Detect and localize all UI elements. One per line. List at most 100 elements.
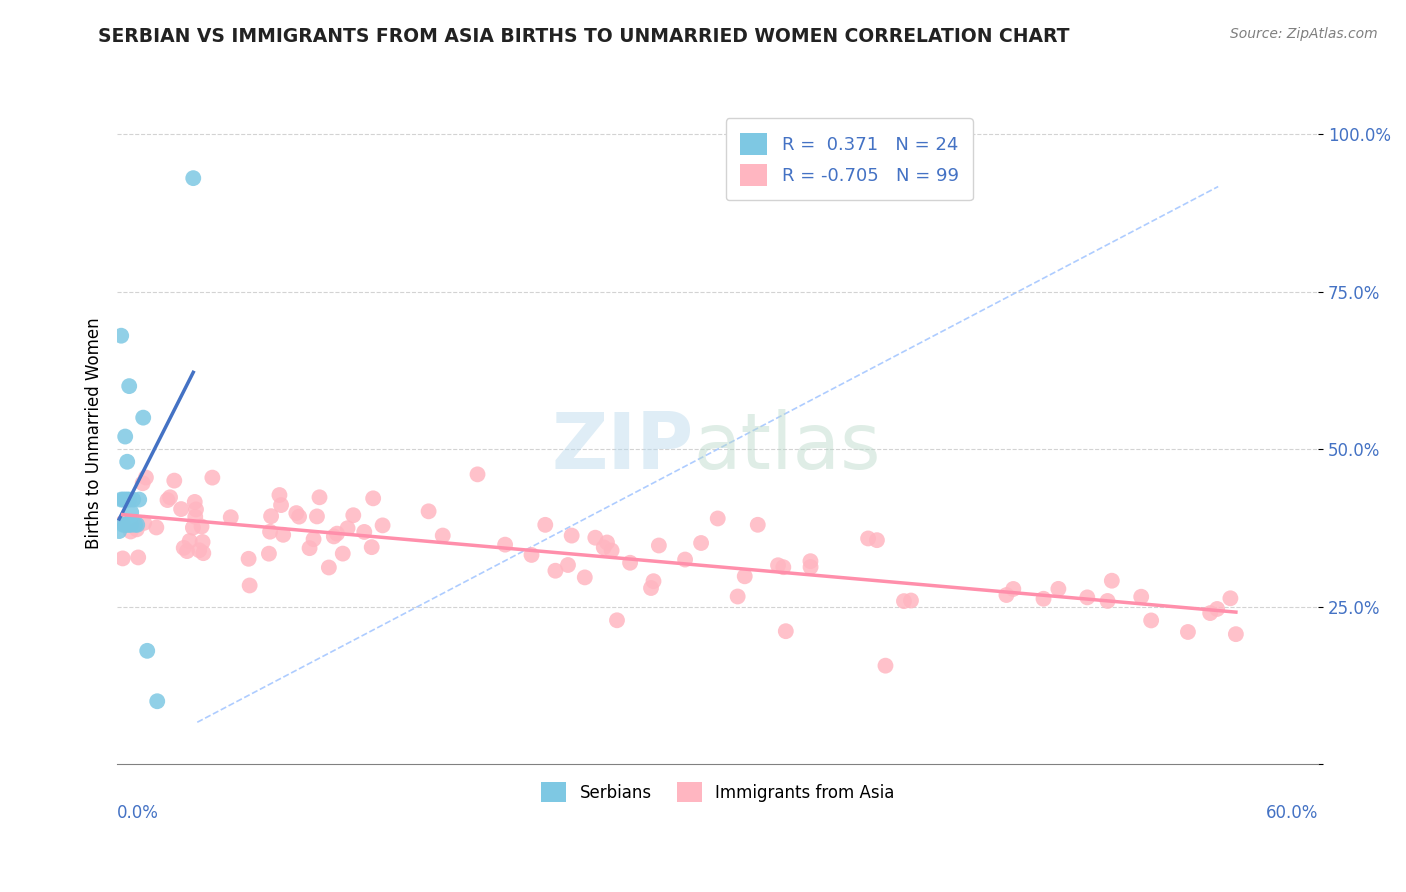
Point [640, 581, 662, 595]
Text: 60.0%: 60.0% [1265, 804, 1319, 822]
Point [596, 535, 619, 549]
Point [326, 526, 349, 541]
Point [238, 551, 260, 566]
Point [128, 492, 150, 507]
Point [111, 551, 134, 566]
Point [772, 560, 794, 574]
Point [893, 594, 915, 608]
Point [574, 570, 596, 584]
Point [690, 536, 713, 550]
Point [1177, 625, 1199, 640]
Point [583, 531, 606, 545]
Point [124, 517, 146, 532]
Point [520, 548, 543, 562]
Point [115, 492, 138, 507]
Point [727, 590, 749, 604]
Point [132, 410, 155, 425]
Point [239, 578, 262, 592]
Point [336, 521, 359, 535]
Point [1140, 614, 1163, 628]
Point [259, 524, 281, 539]
Point [342, 508, 364, 523]
Point [308, 490, 330, 504]
Point [159, 490, 181, 504]
Point [120, 517, 142, 532]
Point [648, 539, 671, 553]
Point [176, 544, 198, 558]
Point [298, 541, 321, 556]
Point [302, 532, 325, 546]
Point [125, 522, 148, 536]
Point [135, 470, 157, 484]
Y-axis label: Births to Unmarried Women: Births to Unmarried Women [86, 318, 103, 549]
Point [219, 510, 242, 524]
Point [181, 521, 204, 535]
Point [1097, 594, 1119, 608]
Point [305, 509, 328, 524]
Point [766, 558, 789, 573]
Point [110, 492, 132, 507]
Point [112, 517, 135, 532]
Point [1101, 574, 1123, 588]
Point [146, 694, 169, 708]
Point [418, 504, 440, 518]
Point [706, 511, 728, 525]
Point [1199, 606, 1222, 620]
Point [201, 470, 224, 484]
Point [191, 535, 214, 549]
Point [747, 517, 769, 532]
Point [184, 495, 207, 509]
Point [112, 492, 135, 507]
Point [163, 474, 186, 488]
Point [131, 476, 153, 491]
Point [600, 543, 623, 558]
Point [170, 502, 193, 516]
Point [193, 546, 215, 560]
Point [285, 506, 308, 520]
Point [371, 518, 394, 533]
Point [1219, 591, 1241, 606]
Point [673, 552, 696, 566]
Point [118, 517, 141, 532]
Point [122, 492, 145, 507]
Point [190, 519, 212, 533]
Point [173, 541, 195, 555]
Point [114, 492, 136, 507]
Text: 0.0%: 0.0% [117, 804, 159, 822]
Point [360, 540, 382, 554]
Text: SERBIAN VS IMMIGRANTS FROM ASIA BIRTHS TO UNMARRIED WOMEN CORRELATION CHART: SERBIAN VS IMMIGRANTS FROM ASIA BIRTHS T… [98, 27, 1070, 45]
Point [361, 491, 384, 506]
Point [115, 455, 138, 469]
Legend: Serbians, Immigrants from Asia: Serbians, Immigrants from Asia [534, 775, 901, 809]
Point [1032, 591, 1054, 606]
Point [156, 493, 179, 508]
Point [115, 517, 138, 532]
Point [734, 569, 756, 583]
Point [606, 613, 628, 627]
Point [108, 524, 131, 538]
Point [118, 492, 141, 507]
Point [799, 554, 821, 568]
Point [270, 498, 292, 512]
Point [995, 588, 1018, 602]
Point [322, 529, 344, 543]
Point [534, 517, 557, 532]
Point [145, 520, 167, 534]
Point [118, 379, 141, 393]
Point [288, 509, 311, 524]
Point [866, 533, 889, 548]
Point [110, 328, 132, 343]
Point [184, 502, 207, 516]
Point [127, 550, 149, 565]
Point [120, 524, 142, 539]
Text: atlas: atlas [693, 409, 882, 484]
Point [592, 541, 614, 555]
Point [900, 593, 922, 607]
Point [114, 517, 136, 532]
Point [1130, 590, 1153, 604]
Point [181, 171, 204, 186]
Point [120, 505, 142, 519]
Point [134, 516, 156, 530]
Point [1076, 591, 1098, 605]
Point [332, 547, 354, 561]
